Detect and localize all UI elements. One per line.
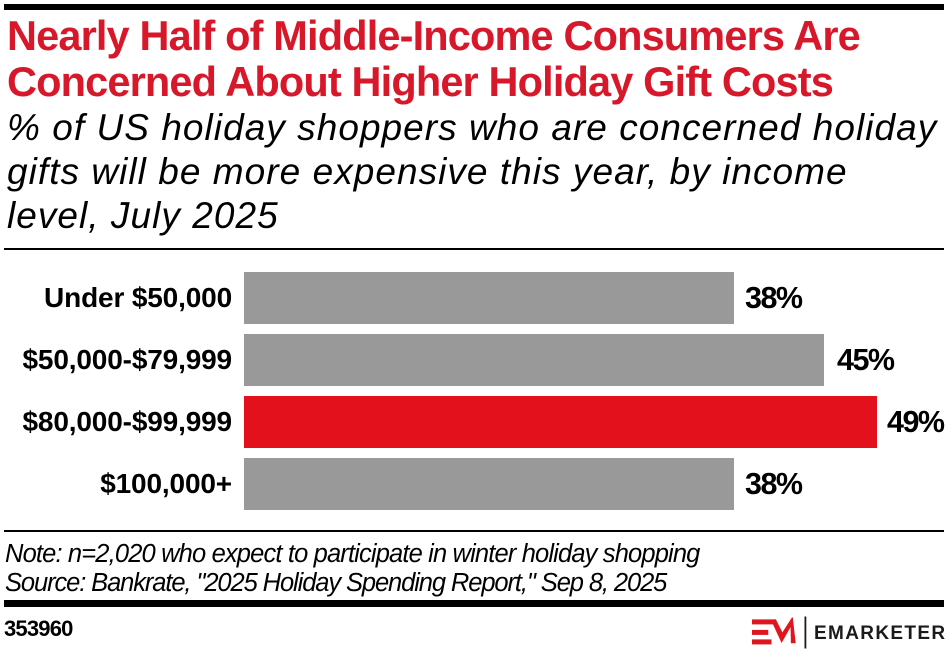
svg-text:EMARKETER: EMARKETER	[814, 623, 947, 644]
